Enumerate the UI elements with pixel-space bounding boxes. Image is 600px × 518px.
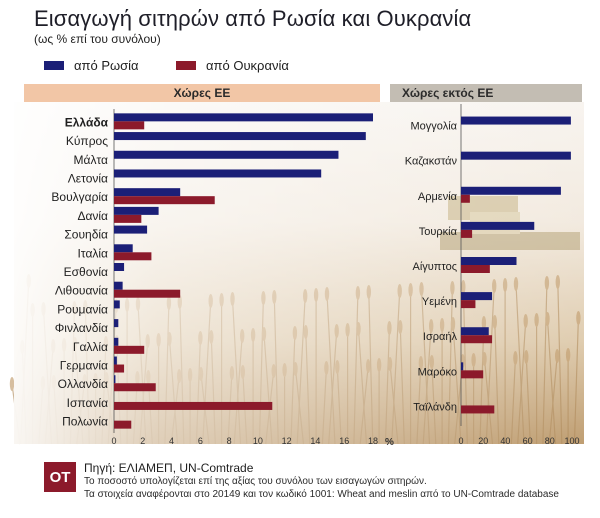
noneu-bar-russia-αρμενία	[461, 186, 561, 195]
noneu-bar-russia-υεμένη	[461, 292, 493, 301]
eu-bar-russia-δανία	[114, 206, 159, 215]
eu-label-γαλλία: Γαλλία	[73, 340, 108, 354]
eu-tick-2: 2	[140, 436, 145, 446]
noneu-label-αρμενία: Αρμενία	[418, 191, 458, 203]
eu-label-ισπανία: Ισπανία	[67, 396, 108, 410]
eu-label-φινλανδία: Φινλανδία	[55, 321, 108, 335]
eu-bar-ukraine-ιταλία	[114, 252, 152, 261]
legend-swatch-ukraine	[176, 60, 196, 70]
noneu-tick-20: 20	[478, 436, 488, 446]
eu-tick-14: 14	[310, 436, 320, 446]
ot-logo: ΟΤ	[44, 462, 76, 492]
eu-bar-ukraine-βουλγαρία	[114, 196, 215, 205]
legend-russia: από Ρωσία	[44, 56, 139, 74]
eu-bar-russia-φινλανδία	[114, 319, 119, 328]
eu-bar-ukraine-ισπανία	[114, 401, 273, 410]
noneu-tick-40: 40	[500, 436, 510, 446]
eu-bar-ukraine-λιθουανία	[114, 289, 181, 298]
eu-bar-russia-ολλανδία	[114, 375, 116, 384]
noneu-label-ισραήλ: Ισραήλ	[423, 331, 458, 343]
eu-label-λετονία: Λετονία	[68, 171, 108, 185]
eu-bar-russia-εσθονία	[114, 263, 125, 271]
noneu-bar-ukraine-υεμένη	[461, 300, 476, 309]
eu-tick-4: 4	[169, 436, 174, 446]
noneu-bar-russia-καζακστάν	[461, 151, 571, 160]
legend-label-russia: από Ρωσία	[74, 57, 139, 73]
noneu-bar-russia-μογγολία	[461, 116, 571, 125]
eu-label-βουλγαρία: Βουλγαρία	[51, 190, 108, 204]
noneu-label-τουρκία: Τουρκία	[419, 226, 458, 238]
noneu-bar-russia-μαρόκο	[461, 362, 464, 371]
eu-tick-18: 18	[368, 436, 378, 446]
eu-label-εσθονία: Εσθονία	[64, 265, 108, 279]
noneu-bar-ukraine-αρμενία	[461, 194, 470, 203]
noneu-bar-russia-ισραήλ	[461, 327, 489, 336]
noneu-tick-100: 100	[564, 436, 579, 446]
eu-tick-6: 6	[198, 436, 203, 446]
eu-bar-russia-ιταλία	[114, 244, 133, 253]
page-title: Εισαγωγή σιτηρών από Ρωσία και Ουκρανία	[34, 6, 472, 31]
eu-bar-russia-σουηδία	[114, 225, 148, 234]
eu-bar-russia-γερμανία	[114, 356, 117, 365]
non-eu-panel-header: Χώρες εκτός ΕΕ	[390, 84, 582, 102]
eu-tick-8: 8	[227, 436, 232, 446]
eu-label-ολλανδία: Ολλανδία	[58, 377, 108, 391]
noneu-bar-ukraine-τουρκία	[461, 229, 473, 238]
noneu-bar-ukraine-ισραήλ	[461, 335, 493, 344]
noneu-label-ταϊλάνδη: Ταϊλάνδη	[413, 401, 457, 413]
eu-label-σουηδία: Σουηδία	[64, 228, 108, 242]
eu-tick-0: 0	[111, 436, 116, 446]
noneu-label-υεμένη: Υεμένη	[422, 296, 457, 308]
legend-label-ukraine: από Ουκρανία	[206, 57, 289, 73]
eu-xlabel: %	[385, 437, 394, 448]
eu-bar-russia-λετονία	[114, 169, 322, 178]
noneu-tick-60: 60	[523, 436, 533, 446]
eu-bar-ukraine-ελλάδα	[114, 121, 145, 130]
page-subtitle: (ως % επί του συνόλου)	[34, 32, 161, 46]
noneu-tick-0: 0	[458, 436, 463, 446]
eu-label-γερμανία: Γερμανία	[60, 359, 108, 373]
eu-tick-12: 12	[282, 436, 292, 446]
eu-bar-ukraine-γερμανία	[114, 364, 125, 373]
eu-label-δανία: Δανία	[77, 209, 108, 223]
eu-bar-russia-ρουμανία	[114, 300, 120, 309]
source-text: Πηγή: ΕΛΙΑΜΕΠ, UN-Comtrade	[84, 461, 254, 475]
noneu-bar-russia-αίγυπτος	[461, 257, 517, 265]
eu-label-πολωνία: Πολωνία	[62, 415, 108, 429]
noneu-label-μαρόκο: Μαρόκο	[418, 366, 457, 378]
noneu-label-μογγολία: Μογγολία	[411, 121, 458, 133]
eu-tick-16: 16	[339, 436, 349, 446]
noneu-bar-ukraine-μαρόκο	[461, 370, 484, 379]
eu-bar-ukraine-ολλανδία	[114, 383, 156, 392]
eu-bar-russia-ελλάδα	[114, 113, 373, 122]
eu-label-κύπρος: Κύπρος	[66, 134, 108, 148]
noneu-tick-80: 80	[545, 436, 555, 446]
noneu-bar-russia-τουρκία	[461, 221, 535, 230]
eu-bar-russia-κύπρος	[114, 132, 366, 141]
eu-bar-russia-γαλλία	[114, 337, 119, 346]
footnote-1: Το ποσοστό υπολογίζεται επί της αξίας το…	[84, 476, 427, 487]
noneu-label-καζακστάν: Καζακστάν	[405, 156, 458, 168]
eu-bar-ukraine-πολωνία	[114, 420, 132, 429]
eu-label-λιθουανία: Λιθουανία	[55, 284, 108, 298]
eu-tick-10: 10	[253, 436, 263, 446]
eu-label-μάλτα: Μάλτα	[74, 153, 109, 167]
noneu-bar-ukraine-ταϊλάνδη	[461, 405, 495, 414]
legend-swatch-russia	[44, 60, 64, 70]
eu-label-ελλάδα: Ελλάδα	[65, 115, 109, 129]
eu-bar-russia-λιθουανία	[114, 281, 123, 290]
eu-bar-ukraine-γαλλία	[114, 345, 145, 354]
eu-bar-russia-βουλγαρία	[114, 188, 181, 197]
eu-label-ιταλία: Ιταλία	[78, 246, 109, 260]
eu-bar-ukraine-δανία	[114, 214, 142, 223]
eu-label-ρουμανία: Ρουμανία	[57, 302, 108, 316]
noneu-bar-ukraine-αίγυπτος	[461, 265, 490, 273]
eu-panel-header: Χώρες ΕΕ	[24, 84, 380, 102]
legend-ukraine: από Ουκρανία	[176, 56, 289, 74]
eu-bar-russia-μάλτα	[114, 150, 339, 159]
footnote-2: Τα στοιχεία αναφέρονται στο 20149 και το…	[84, 489, 559, 500]
noneu-label-αίγυπτος: Αίγυπτος	[413, 261, 458, 273]
